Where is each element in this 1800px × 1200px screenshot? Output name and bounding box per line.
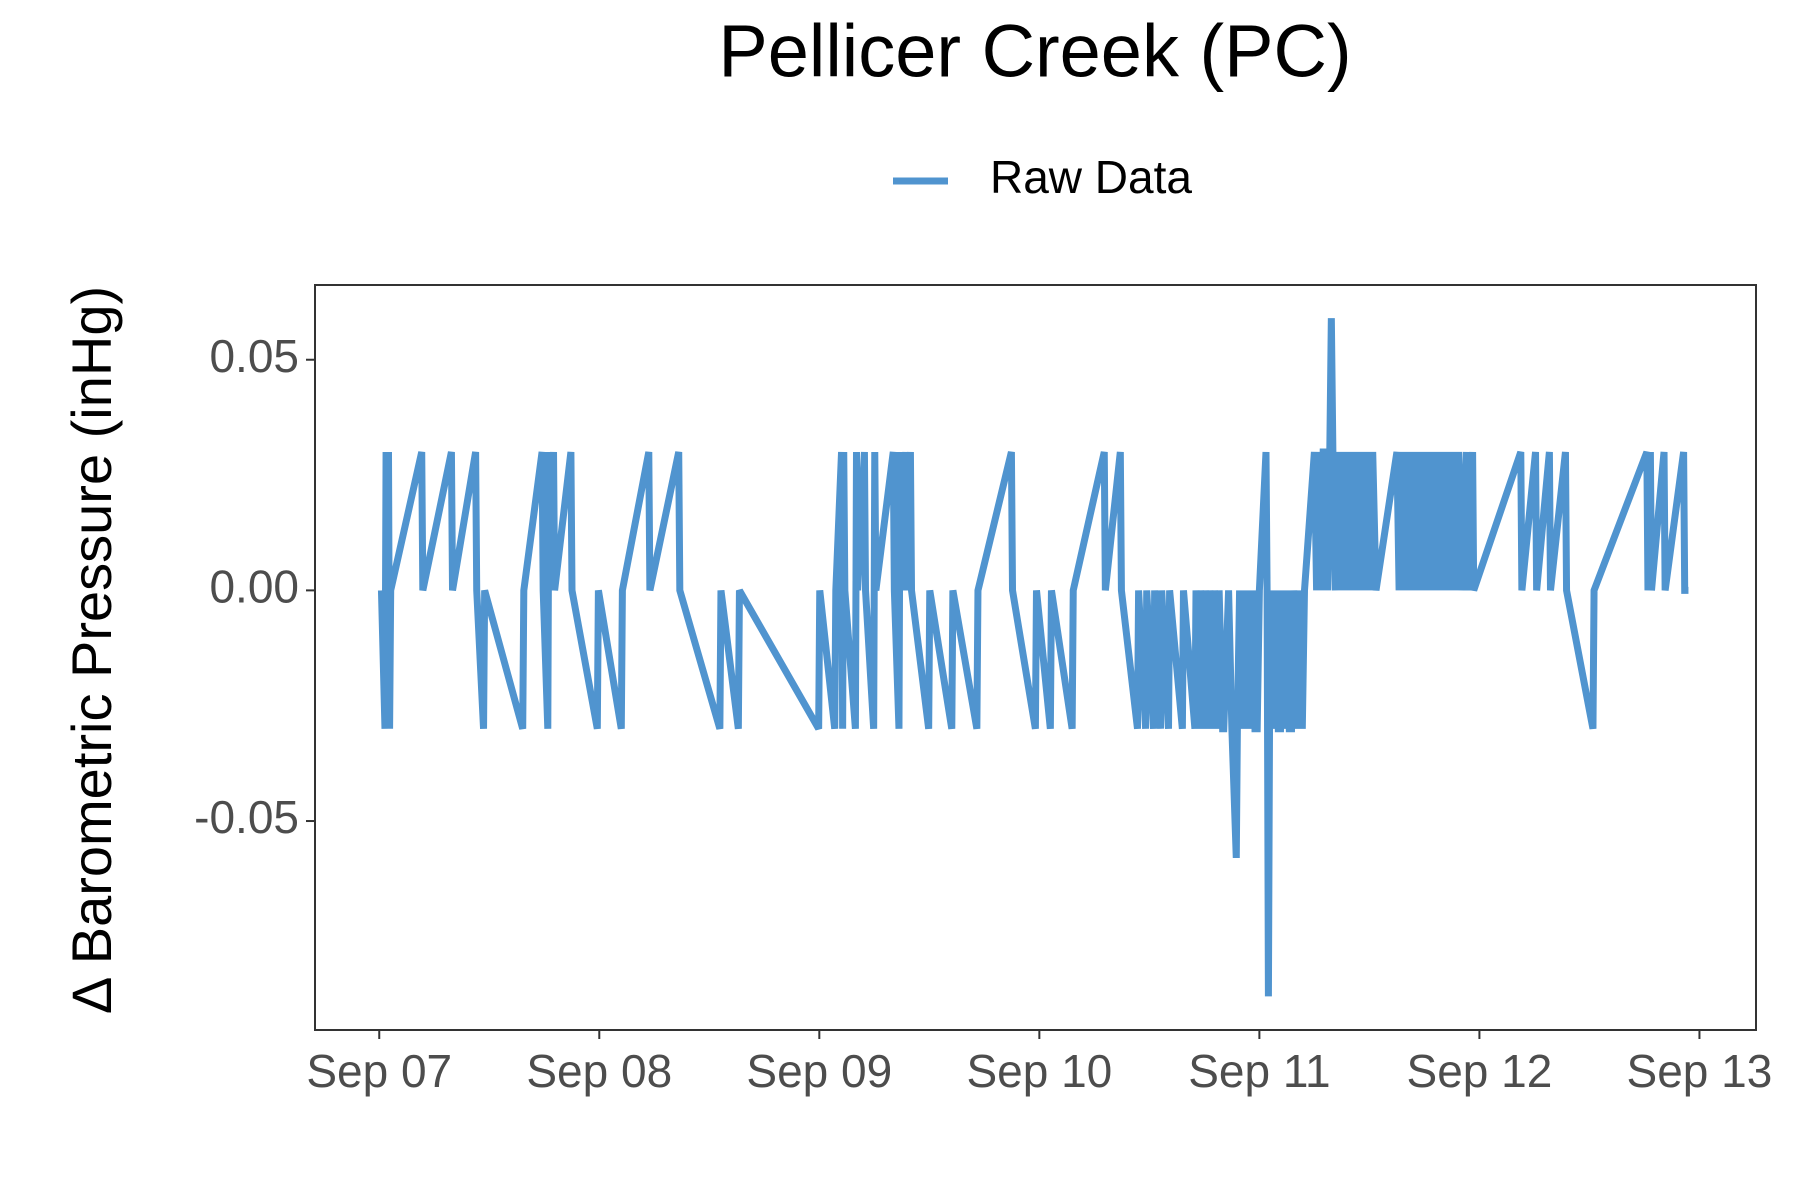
y-axis-title: Δ Barometric Pressure (inHg) xyxy=(60,286,123,1014)
x-tick-label: Sep 09 xyxy=(746,1045,892,1097)
x-tick-label: Sep 08 xyxy=(526,1045,672,1097)
legend-label: Raw Data xyxy=(990,151,1192,203)
y-tick-label: 0.05 xyxy=(209,330,299,382)
y-tick-label: -0.05 xyxy=(194,791,299,843)
x-tick-label: Sep 10 xyxy=(966,1045,1112,1097)
x-tick-label: Sep 12 xyxy=(1407,1045,1553,1097)
x-tick-label: Sep 11 xyxy=(1188,1045,1330,1097)
plot-frame xyxy=(314,284,1757,1031)
x-tick-label: Sep 13 xyxy=(1627,1045,1773,1097)
x-tick-label: Sep 07 xyxy=(306,1045,452,1097)
chart-title: Pellicer Creek (PC) xyxy=(718,10,1351,93)
y-tick-label: 0.00 xyxy=(209,561,299,613)
data-line xyxy=(377,318,1689,997)
